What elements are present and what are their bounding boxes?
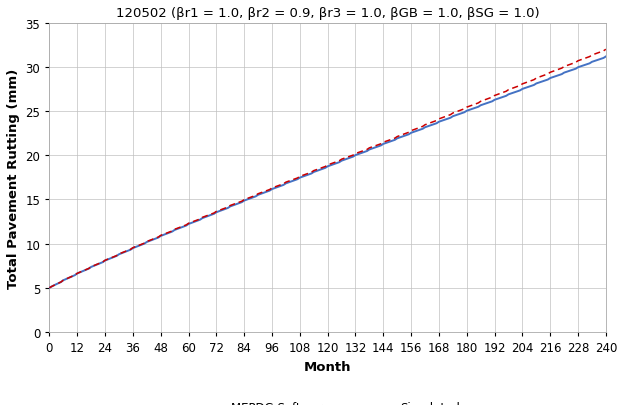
Simulated — [363, 147, 371, 152]
Simulated — [256, 191, 264, 196]
MEPDG Software — [493, 97, 500, 102]
Simulated — [602, 48, 610, 53]
Legend: MEPDG Software, Simulated: MEPDG Software, Simulated — [190, 396, 465, 405]
Simulated — [493, 93, 500, 98]
MEPDG Software — [108, 256, 115, 260]
MEPDG Software — [456, 112, 464, 117]
Line: Simulated: Simulated — [49, 50, 606, 288]
MEPDG Software — [46, 286, 53, 290]
Y-axis label: Total Pavement Rutting (mm): Total Pavement Rutting (mm) — [7, 68, 20, 288]
Line: MEPDG Software: MEPDG Software — [49, 57, 606, 288]
Simulated — [108, 256, 115, 260]
Title: 120502 (βr1 = 1.0, βr2 = 0.9, βr3 = 1.0, βGB = 1.0, βSG = 1.0): 120502 (βr1 = 1.0, βr2 = 0.9, βr3 = 1.0,… — [116, 7, 539, 20]
Simulated — [46, 286, 53, 290]
MEPDG Software — [256, 192, 264, 197]
Simulated — [595, 51, 603, 56]
Simulated — [456, 109, 464, 114]
MEPDG Software — [595, 58, 603, 63]
MEPDG Software — [363, 149, 371, 154]
X-axis label: Month: Month — [304, 360, 351, 373]
MEPDG Software — [602, 55, 610, 60]
